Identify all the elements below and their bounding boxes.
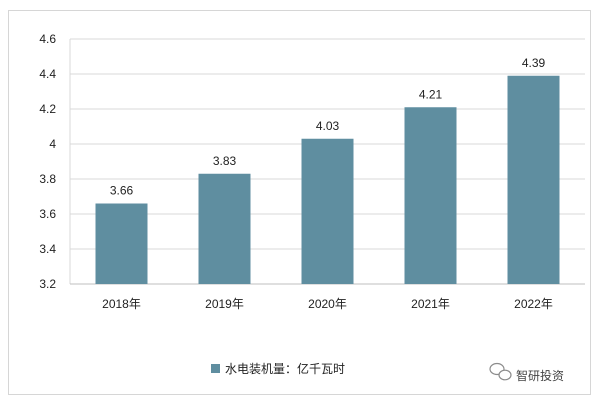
data-label: 4.03	[316, 119, 340, 133]
wechat-icon	[489, 362, 512, 381]
y-tick-label: 3.8	[39, 172, 56, 186]
x-tick-label: 2021年	[411, 297, 450, 311]
y-tick-label: 4	[49, 137, 56, 151]
y-tick-label: 4.6	[39, 32, 56, 46]
y-tick-label: 3.4	[39, 242, 56, 256]
watermark-text: 智研投资	[516, 368, 564, 383]
x-tick-label: 2022年	[514, 297, 553, 311]
legend-label: 水电装机量：亿千瓦时	[225, 361, 345, 376]
bar	[507, 75, 560, 284]
bar	[301, 138, 354, 284]
data-label: 3.83	[213, 154, 237, 168]
bar	[95, 203, 148, 284]
legend-swatch	[211, 364, 220, 373]
y-tick-label: 3.6	[39, 207, 56, 221]
x-tick-label: 2019年	[205, 297, 244, 311]
x-tick-label: 2018年	[102, 297, 141, 311]
x-tick-label: 2020年	[308, 297, 347, 311]
bar	[198, 173, 251, 284]
y-tick-label: 4.4	[39, 67, 56, 81]
data-label: 3.66	[110, 184, 134, 198]
y-tick-label: 3.2	[39, 277, 56, 291]
y-tick-label: 4.2	[39, 102, 56, 116]
bar	[404, 107, 457, 284]
data-label: 4.21	[419, 87, 443, 101]
data-label: 4.39	[522, 56, 546, 70]
